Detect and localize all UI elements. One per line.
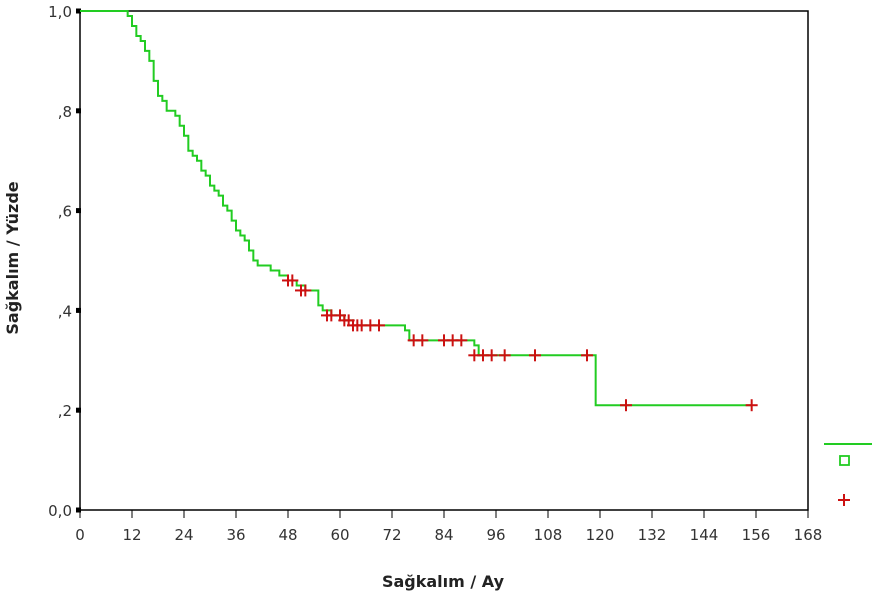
y-tick-mark (76, 8, 81, 14)
censored-marker (498, 349, 511, 362)
x-tick-label: 36 (226, 526, 245, 544)
y-tick-mark (76, 208, 81, 214)
survival-curve (80, 10, 752, 407)
censored-marker (373, 319, 385, 332)
x-tick-label: 72 (382, 526, 401, 544)
x-tick-label: 120 (586, 526, 615, 544)
x-tick-label: 48 (278, 526, 297, 544)
y-tick-label: 1,0 (48, 3, 72, 21)
legend (824, 443, 872, 506)
chart-series (80, 10, 752, 407)
y-tick-label: ,4 (58, 302, 72, 320)
x-axis-title: Sağkalım / Ay (382, 572, 505, 591)
plot-frame (79, 10, 809, 511)
x-axis-ticks: 0 12 24 36 48 60 72 84 96 108 120 132 144 156 168 (75, 510, 822, 544)
x-tick-label: 156 (742, 526, 771, 544)
y-axis-title: Sağkalım / Yüzde (3, 181, 22, 334)
x-tick-label: 60 (330, 526, 349, 544)
censored-marker (745, 399, 758, 412)
censored-marker (455, 334, 468, 347)
censored-marker (286, 274, 299, 287)
y-tick-label: 0,0 (48, 502, 72, 520)
y-tick-label: ,6 (58, 203, 72, 221)
censored-marker (416, 334, 429, 347)
x-tick-label: 96 (486, 526, 505, 544)
censored-markers (282, 274, 758, 412)
censored-marker (620, 399, 632, 412)
x-tick-label: 24 (174, 526, 193, 544)
x-tick-label: 168 (794, 526, 823, 544)
legend-square-icon (839, 455, 850, 466)
y-tick-mark (76, 507, 81, 513)
x-tick-label: 84 (434, 526, 453, 544)
x-tick-label: 132 (638, 526, 667, 544)
legend-plus-icon (838, 494, 850, 506)
x-tick-label: 12 (122, 526, 141, 544)
censored-marker (529, 349, 541, 362)
x-tick-label: 108 (534, 526, 563, 544)
censored-marker (485, 349, 498, 362)
censored-marker (299, 284, 312, 297)
censored-marker (581, 349, 593, 362)
chart-axes (79, 10, 809, 511)
x-tick-label: 0 (75, 526, 85, 544)
y-tick-label: ,2 (58, 402, 72, 420)
y-tick-mark (76, 108, 81, 114)
y-tick-mark (76, 407, 81, 413)
x-tick-label: 144 (690, 526, 719, 544)
y-tick-label: ,8 (58, 103, 72, 121)
y-axis-ticks: 0,0 ,2 ,4 ,6 ,8 1,0 (48, 3, 81, 520)
y-tick-mark (76, 307, 81, 313)
